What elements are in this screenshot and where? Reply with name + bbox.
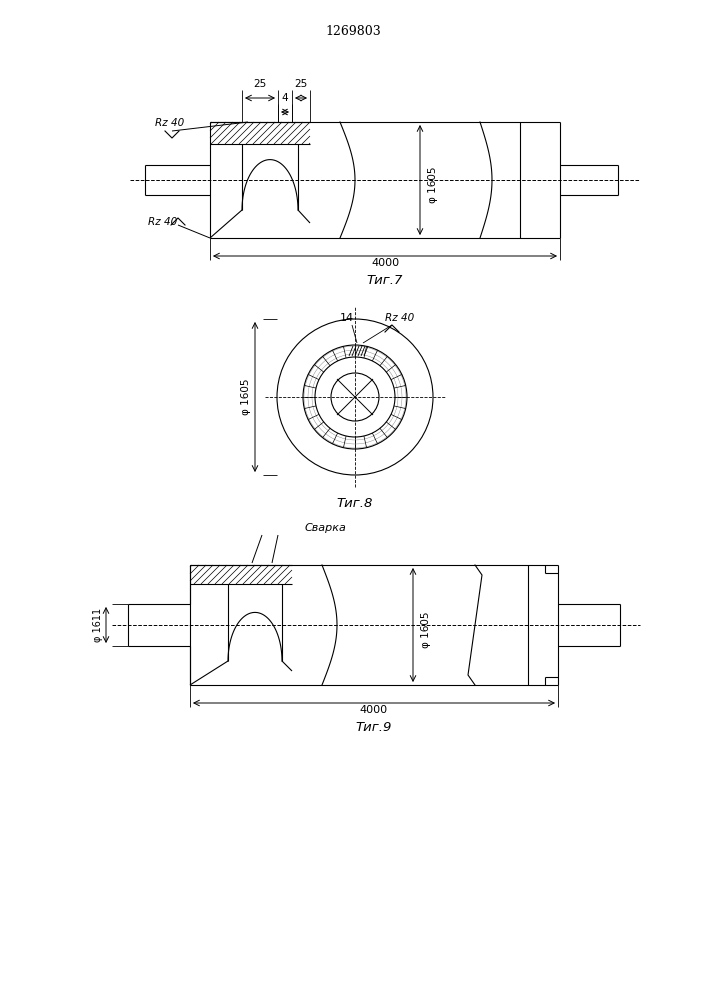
Text: 14: 14 [340,313,354,323]
Text: φ 1605: φ 1605 [241,379,251,415]
Text: Τиг.9: Τиг.9 [356,721,392,734]
Text: φ 1605: φ 1605 [428,167,438,203]
Text: Rz 40: Rz 40 [385,313,414,323]
Text: 4000: 4000 [360,705,388,715]
Text: 4: 4 [281,93,288,103]
Text: φ 1605: φ 1605 [421,612,431,648]
Text: Rz 40: Rz 40 [155,118,185,128]
Text: 1269803: 1269803 [325,25,381,38]
Text: Сварка: Сварка [305,523,347,533]
Text: Τиг.8: Τиг.8 [337,497,373,510]
Text: Τиг.7: Τиг.7 [367,274,403,287]
Text: 4000: 4000 [371,258,399,268]
Text: Rz 40: Rz 40 [148,217,177,227]
Text: 25: 25 [294,79,308,89]
Text: 25: 25 [253,79,267,89]
Text: φ 1611: φ 1611 [93,608,103,642]
